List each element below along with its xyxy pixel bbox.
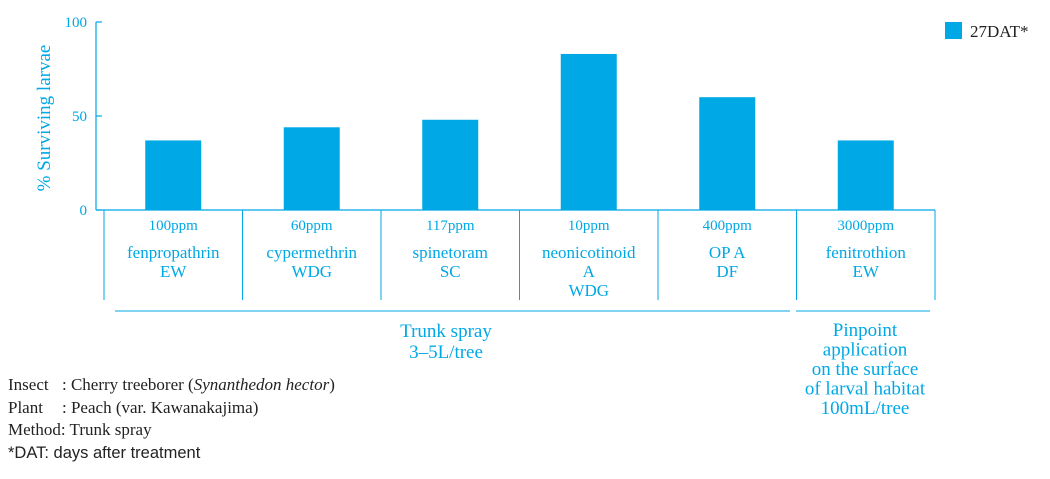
y-tick-label-0: 0 [80,203,88,219]
category-label-4-1: DF [716,262,738,281]
note-insect-scientific: Synanthedon hector [193,375,330,394]
category-label-3-0: neonicotinoid [542,243,636,262]
bar-3 [560,53,617,211]
note-insect-pre: : Cherry treeborer ( [62,375,194,394]
bar-4 [699,97,756,210]
bar-5 [837,140,894,210]
dose-label-2: 117ppm [426,218,475,234]
dose-label-5: 3000ppm [837,218,894,234]
note-plant: Plant : Peach (var. Kawanakajima) [8,397,335,420]
category-label-2-0: spinetoram [412,243,488,262]
chart-notes: Insect : Cherry treeborer (Synanthedon he… [8,374,335,464]
note-plant-key: Plant [8,397,43,417]
category-label-5-1: EW [853,262,880,281]
y-tick-label-2: 100 [65,15,88,31]
bar-1 [283,127,340,210]
note-dat: *DAT: days after treatment [8,443,201,462]
note-insect-key: Insect [8,375,49,394]
y-tick-label-1: 50 [72,109,87,125]
bar-2 [422,119,479,210]
category-label-1-1: WDG [291,262,332,281]
category-label-1-0: cypermethrin [266,243,357,262]
group-label-pinpoint-3: of larval habitat [805,379,926,400]
category-label-4-0: OP A [709,243,746,262]
note-insect-post: ) [329,375,335,394]
note-method: Method: Trunk spray [8,420,152,439]
category-label-2-1: SC [440,262,461,281]
dose-label-4: 400ppm [703,218,753,234]
category-label-0-1: EW [160,262,187,281]
group-label-trunk-spray-1: 3–5L/tree [409,342,483,363]
category-label-3-1: A [583,262,596,281]
legend-label: 27DAT* [970,22,1029,41]
group-label-pinpoint-4: 100mL/tree [821,398,910,419]
dose-label-1: 60ppm [291,218,333,234]
bar-chart: 0 50 100 % Surviving larvae 100ppm fenpropath… [34,15,1029,363]
legend-swatch [945,22,962,39]
note-plant-value: : Peach (var. Kawanakajima) [62,397,259,417]
dose-label-3: 10ppm [568,218,610,234]
y-axis-label: % Surviving larvae [34,45,55,192]
category-label-0-0: fenpropathrin [127,243,220,262]
dose-label-0: 100ppm [149,218,199,234]
category-label-5-0: fenitrothion [826,243,907,262]
bar-0 [145,140,202,210]
note-insect: Insect : Cherry treeborer (Synanthedon he… [8,374,335,397]
category-label-3-2: WDG [568,281,609,300]
group-label-trunk-spray-0: Trunk spray [400,321,492,342]
